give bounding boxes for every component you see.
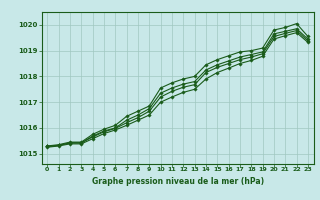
X-axis label: Graphe pression niveau de la mer (hPa): Graphe pression niveau de la mer (hPa) — [92, 177, 264, 186]
